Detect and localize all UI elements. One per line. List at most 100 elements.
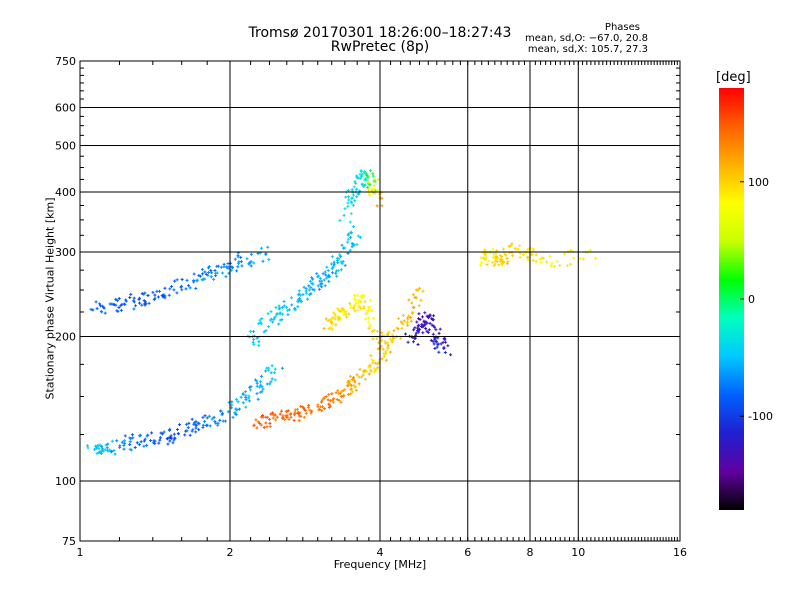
data-point bbox=[256, 397, 260, 401]
data-point bbox=[350, 377, 354, 381]
data-point bbox=[172, 288, 176, 292]
data-point bbox=[197, 273, 201, 277]
data-point bbox=[373, 361, 377, 365]
data-point bbox=[259, 321, 263, 325]
data-point bbox=[502, 247, 506, 251]
data-point bbox=[255, 384, 259, 388]
data-point bbox=[496, 256, 500, 260]
data-point bbox=[355, 195, 359, 199]
data-point bbox=[104, 443, 108, 447]
data-point bbox=[412, 340, 416, 344]
data-point bbox=[355, 242, 359, 246]
data-point bbox=[359, 307, 363, 311]
data-point bbox=[434, 328, 438, 332]
data-point bbox=[319, 285, 323, 289]
data-point bbox=[433, 346, 437, 350]
data-point bbox=[491, 260, 495, 264]
data-point bbox=[552, 264, 556, 268]
data-point bbox=[338, 309, 342, 313]
data-point bbox=[334, 391, 338, 395]
data-point bbox=[110, 450, 114, 454]
data-point bbox=[112, 449, 116, 453]
data-point bbox=[266, 368, 270, 372]
data-point bbox=[212, 415, 216, 419]
data-point bbox=[502, 252, 506, 256]
data-point bbox=[249, 264, 253, 268]
data-point bbox=[435, 345, 439, 349]
data-point bbox=[186, 426, 190, 430]
data-point bbox=[123, 439, 127, 443]
data-point bbox=[210, 417, 214, 421]
data-point bbox=[248, 388, 252, 392]
data-point bbox=[93, 447, 97, 451]
data-point bbox=[491, 247, 495, 251]
data-point bbox=[268, 382, 272, 386]
data-point bbox=[348, 220, 352, 224]
data-point bbox=[352, 294, 356, 298]
data-point bbox=[175, 278, 179, 282]
data-point bbox=[342, 310, 346, 314]
data-point bbox=[98, 302, 102, 306]
data-point bbox=[340, 243, 344, 247]
data-point bbox=[115, 299, 119, 303]
data-point bbox=[495, 259, 499, 263]
data-point bbox=[430, 323, 434, 327]
data-point bbox=[443, 350, 447, 354]
data-point bbox=[135, 441, 139, 445]
data-point bbox=[290, 296, 294, 300]
data-point bbox=[103, 448, 107, 452]
data-point bbox=[296, 412, 300, 416]
data-point bbox=[331, 315, 335, 319]
data-point bbox=[316, 284, 320, 288]
data-point bbox=[274, 306, 278, 310]
data-point bbox=[317, 274, 321, 278]
data-point bbox=[236, 253, 240, 257]
data-point bbox=[175, 291, 179, 295]
data-point bbox=[200, 268, 204, 271]
data-point bbox=[153, 293, 157, 297]
data-point bbox=[168, 287, 172, 291]
data-point bbox=[426, 330, 430, 334]
data-point bbox=[516, 247, 520, 251]
data-point bbox=[344, 195, 348, 199]
data-point bbox=[342, 312, 346, 316]
data-point bbox=[129, 448, 133, 452]
data-point bbox=[256, 420, 260, 424]
data-point bbox=[197, 428, 201, 432]
data-point bbox=[548, 254, 552, 258]
data-point bbox=[299, 414, 303, 418]
data-point bbox=[137, 443, 141, 447]
data-point bbox=[330, 262, 334, 266]
data-point bbox=[247, 394, 251, 398]
data-point bbox=[558, 263, 562, 267]
data-point bbox=[252, 338, 256, 342]
data-point bbox=[442, 337, 446, 341]
data-point bbox=[350, 196, 354, 200]
data-point bbox=[514, 247, 518, 251]
data-point bbox=[287, 417, 291, 421]
data-point bbox=[132, 307, 136, 311]
data-point bbox=[427, 328, 431, 332]
data-point bbox=[417, 327, 421, 331]
data-point bbox=[578, 257, 582, 261]
data-point bbox=[359, 169, 363, 173]
data-point bbox=[312, 288, 316, 292]
data-point bbox=[152, 439, 156, 443]
data-point bbox=[368, 363, 372, 367]
data-point bbox=[146, 433, 150, 437]
data-point bbox=[390, 340, 394, 344]
data-point bbox=[337, 391, 341, 395]
data-point bbox=[384, 342, 388, 346]
data-point bbox=[336, 316, 340, 320]
data-point bbox=[187, 421, 191, 425]
data-point bbox=[356, 234, 360, 238]
data-point bbox=[370, 358, 374, 362]
data-point bbox=[325, 265, 329, 269]
data-point bbox=[555, 259, 559, 263]
data-point bbox=[380, 204, 384, 208]
data-point bbox=[337, 399, 341, 403]
data-point bbox=[491, 252, 495, 256]
data-point bbox=[157, 295, 160, 299]
data-point bbox=[282, 304, 286, 308]
data-point bbox=[371, 174, 375, 178]
